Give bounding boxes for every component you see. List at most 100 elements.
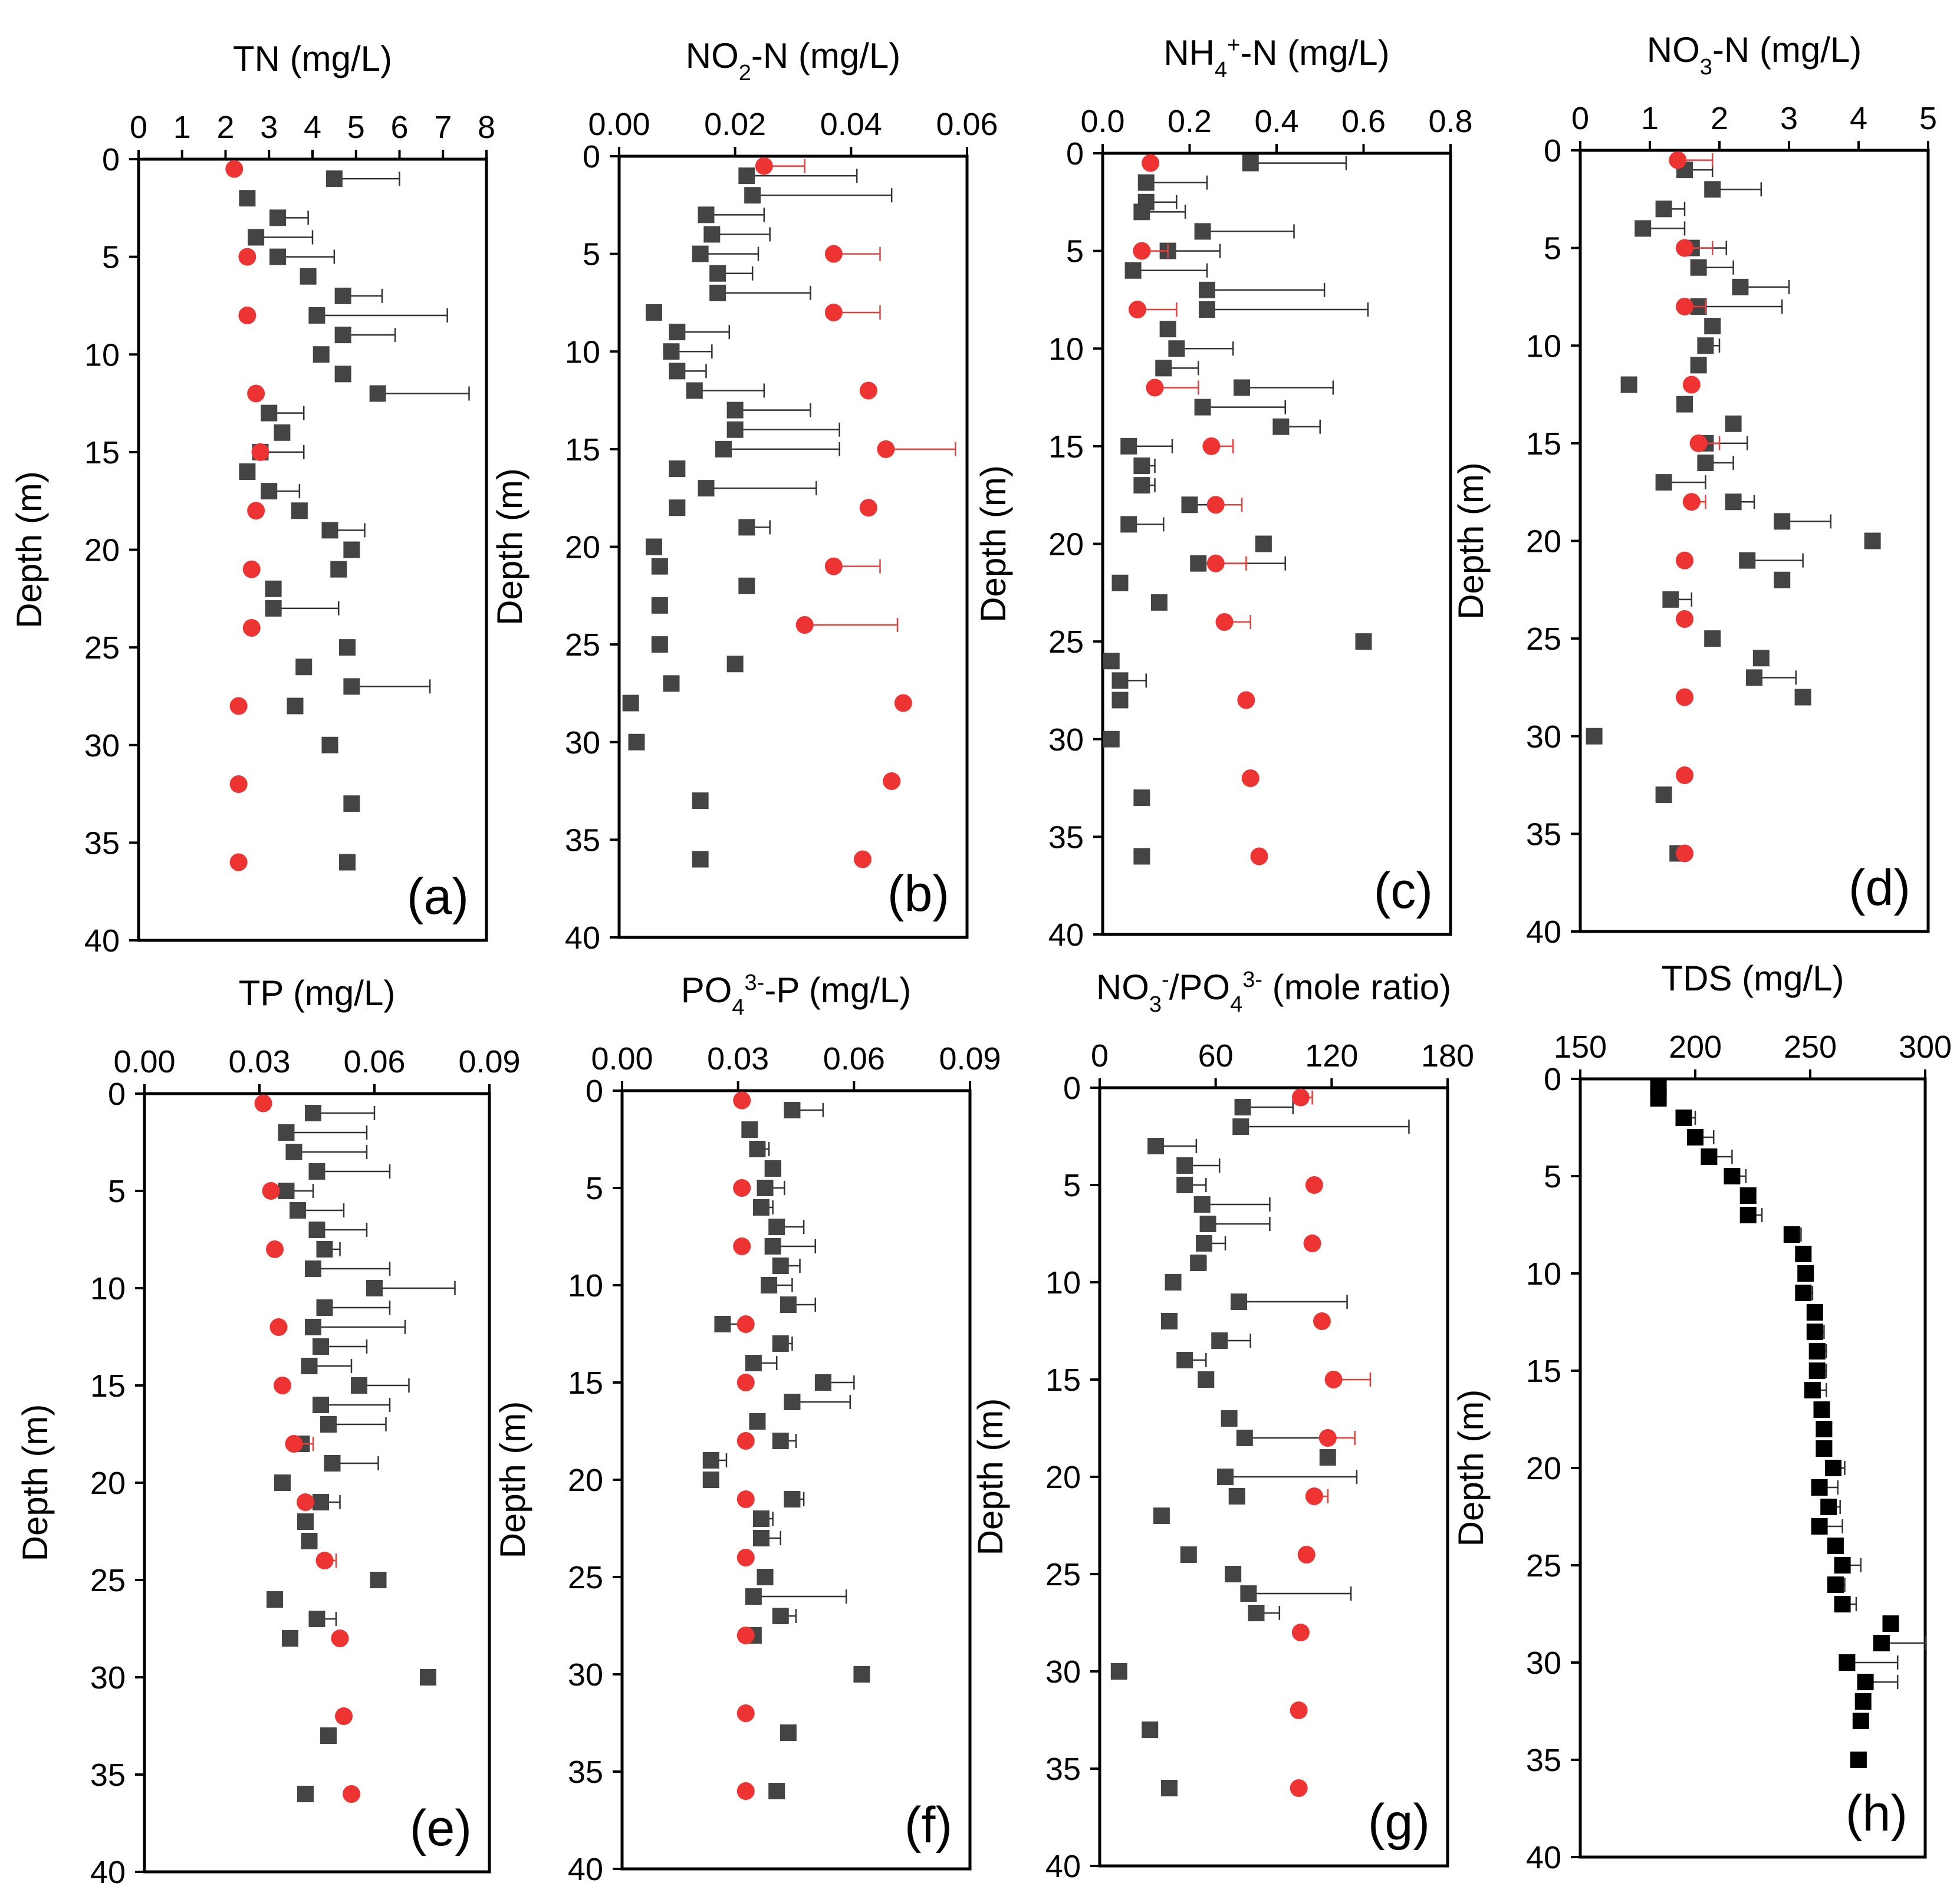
data-point-gray [305,1319,321,1335]
error-bar [286,1125,368,1140]
data-point-gray [321,736,338,753]
data-point-red [736,1704,755,1722]
data-point-red [1313,1312,1331,1330]
data-point-gray [1194,223,1211,240]
y-axis-title: Depth (m) [490,468,530,626]
data-point-gray [297,1513,314,1530]
x-tick-label: 0.00 [591,1041,653,1077]
x-tick-label: 5 [1919,101,1937,136]
data-point-black [1797,1265,1814,1282]
data-point-gray [663,343,680,360]
data-point-gray [301,1358,318,1374]
error-bar [374,1281,456,1295]
data-point-gray [1864,532,1881,549]
error-bar [886,442,956,456]
data-point-gray [420,1669,436,1686]
data-point-gray [1655,200,1672,218]
data-point-gray [339,854,356,871]
x-tick-label: 0 [1091,1038,1109,1074]
data-point-gray [313,1494,329,1510]
data-point-gray [1133,457,1150,474]
data-point-red [1290,1701,1308,1719]
y-tick-label: 30 [565,725,600,761]
data-point-gray [1199,301,1215,318]
data-point-red [1689,434,1708,452]
data-point-gray [1142,1721,1159,1738]
data-point-gray [768,1219,785,1235]
y-tick-label: 40 [1048,917,1084,953]
data-point-gray [738,519,755,536]
error-bar [700,246,759,261]
data-point-red [1291,1088,1310,1107]
data-point-black [1816,1421,1833,1437]
y-tick-label: 30 [84,728,120,763]
data-point-gray [1774,513,1791,530]
data-point-black [1687,1129,1704,1146]
data-point-red [285,1435,303,1453]
error-bar [1207,302,1369,317]
data-point-red [1676,551,1693,570]
error-bar [294,1145,368,1159]
y-axis-title: Depth (m) [493,1401,532,1559]
data-point-red [736,1432,755,1450]
data-point-red [1324,1371,1343,1388]
data-point-gray [334,366,351,383]
data-point-gray [339,639,356,656]
data-point-gray [1110,1663,1127,1680]
error-bar [343,328,396,343]
error-bar [1202,1197,1271,1212]
panel-label: (c) [1374,863,1433,919]
x-tick-label: 1 [1641,101,1659,136]
data-point-red [1146,378,1164,397]
y-tick-label: 30 [1048,722,1084,758]
y-tick-label: 40 [1526,1840,1561,1875]
data-point-black [1839,1654,1856,1671]
x-tick-label: 200 [1669,1029,1722,1065]
data-point-gray [1620,376,1637,393]
data-point-gray [753,1510,769,1527]
data-point-gray [316,1241,333,1258]
y-tick-label: 10 [1526,1256,1561,1292]
error-bar [1698,299,1783,314]
x-tick-label: 300 [1899,1029,1952,1065]
y-tick-label: 10 [1045,1265,1081,1301]
data-point-gray [1794,689,1811,706]
panel-label: (a) [407,868,469,925]
data-point-gray [1228,1488,1245,1505]
data-point-red [1676,610,1693,628]
data-point-gray [622,694,639,712]
data-point-gray [757,1569,774,1585]
data-point-gray [692,245,709,262]
x-tick-label: 250 [1784,1029,1837,1065]
data-point-red [335,1707,353,1725]
data-point-red [1682,376,1701,394]
data-point-red [877,440,895,458]
error-bar [313,1262,391,1276]
error-bar [317,1164,391,1179]
error-bar [718,285,811,300]
y-tick-label: 15 [1048,429,1084,465]
error-bar [752,188,893,203]
data-point-gray [1232,1118,1249,1135]
chart-panel-f: 0.00 0.03 0.06 0.09 0 5 10 15 20 25 30 35 40 PO43--P … [493,970,1001,1887]
data-point-red [1318,1429,1337,1447]
data-point-gray [784,1491,801,1507]
y-tick-label: 20 [565,530,600,565]
data-point-red [269,1318,288,1336]
y-tick-label: 5 [108,1174,126,1209]
y-tick-label: 35 [84,825,120,861]
data-point-red [1676,766,1693,784]
data-point-red [1241,769,1259,787]
y-tick-label: 20 [568,1463,603,1498]
data-point-gray [1746,669,1762,686]
data-point-gray [1133,477,1150,494]
y-tick-label: 20 [1526,524,1561,559]
error-bar [1239,1295,1348,1309]
x-tick-label: 0 [130,110,147,145]
data-point-gray [784,1102,801,1118]
data-point-red [229,775,248,793]
x-tick-label: 0.06 [936,107,998,142]
data-point-gray [320,1416,337,1433]
y-tick-label: 25 [1526,621,1561,657]
y-tick-label: 0 [1544,133,1561,169]
